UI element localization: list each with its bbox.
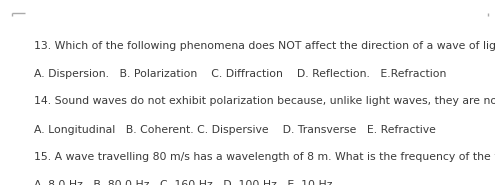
Text: 14. Sound waves do not exhibit polarization because, unlike light waves, they ar: 14. Sound waves do not exhibit polarizat…	[34, 96, 495, 106]
Text: A. Dispersion.   B. Polarization    C. Diffraction    D. Reflection.   E.Refract: A. Dispersion. B. Polarization C. Diffra…	[34, 69, 446, 79]
Text: A. Longitudinal   B. Coherent. C. Dispersive    D. Transverse   E. Refractive: A. Longitudinal B. Coherent. C. Dispersi…	[34, 125, 436, 135]
Text: 13. Which of the following phenomena does NOT affect the direction of a wave of : 13. Which of the following phenomena doe…	[34, 41, 495, 51]
Text: A. 8.0 Hz   B. 80.0 Hz   C. 160 Hz   D. 100 Hz   E. 10 Hz: A. 8.0 Hz B. 80.0 Hz C. 160 Hz D. 100 Hz…	[34, 180, 332, 185]
Text: 15. A wave travelling 80 m/s has a wavelength of 8 m. What is the frequency of t: 15. A wave travelling 80 m/s has a wavel…	[34, 152, 495, 162]
